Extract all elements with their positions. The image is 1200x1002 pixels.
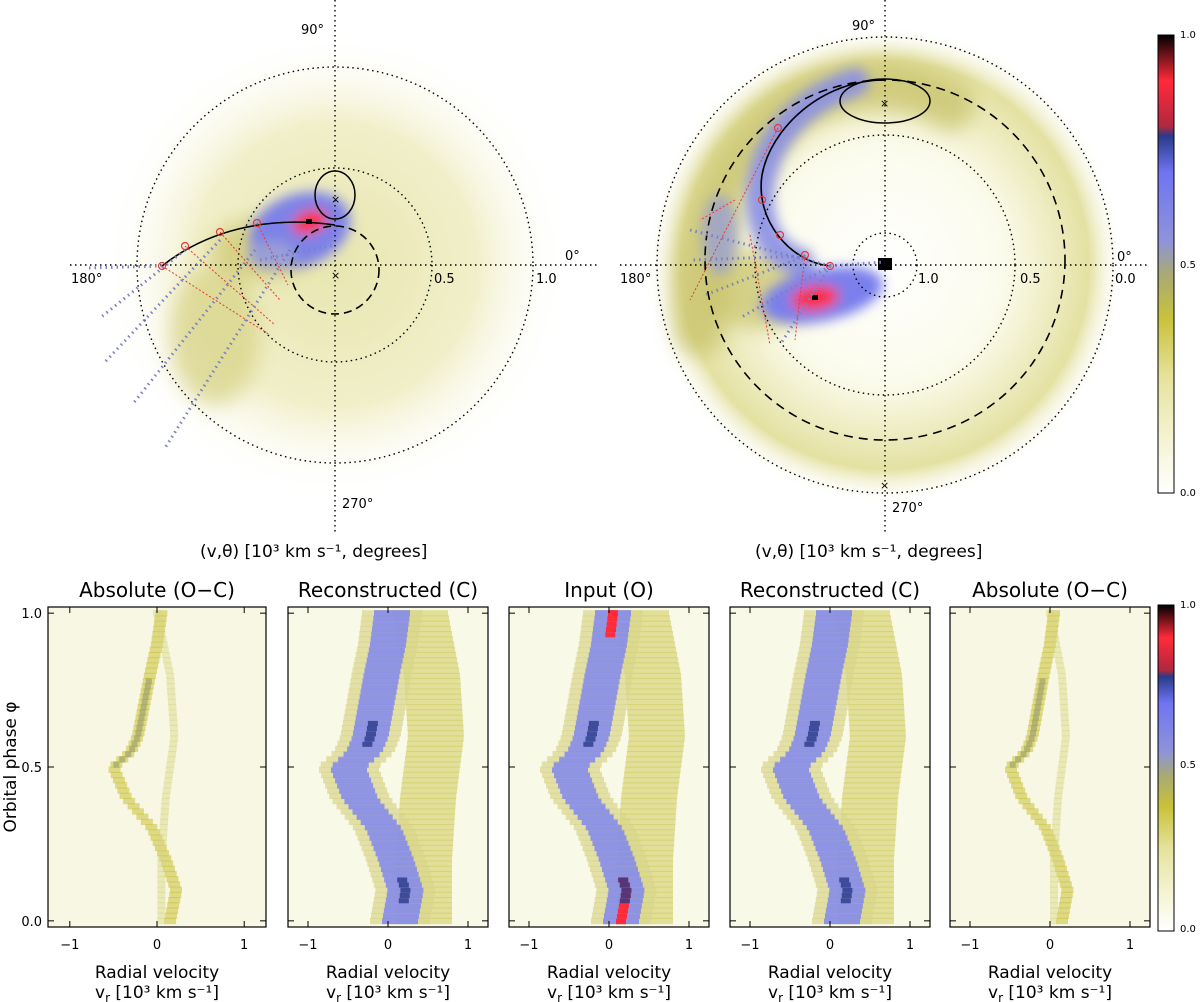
- x-tick-label: −1: [60, 938, 79, 953]
- polar-right-xlabel: (v,θ) [10³ km s⁻¹, degrees]: [755, 542, 982, 562]
- colorbar-top-label-mid: 0.5: [1180, 260, 1196, 271]
- panel-title: Reconstructed (C): [740, 578, 920, 602]
- polar-left-xlabel: (v,θ) [10³ km s⁻¹, degrees]: [200, 542, 427, 562]
- x-tick-label: 1: [464, 938, 472, 953]
- polar-right-stream-curve: [760, 79, 886, 267]
- polar-right-ring-label-05: 0.5: [1020, 272, 1041, 287]
- panel-title: Input (O): [564, 578, 654, 602]
- polar-left-angle-90: 90°: [301, 23, 324, 38]
- colorbar-bottom-label-mid: 0.5: [1180, 760, 1196, 771]
- x-tick-label: −1: [740, 938, 759, 953]
- panel-xlabel: Radial velocity: [988, 963, 1112, 983]
- polar-map-left: × × 90° 180° 270° 0° 0.5 1.0 (v,θ) [10³ …: [70, 0, 600, 562]
- colorbar-bottom-label-max: 1.0: [1180, 600, 1196, 611]
- polar-left-lower-wing: [170, 265, 260, 405]
- polar-map-right: × × 90° 180° 270° 0° 1.0 0.5 0.0 (v,θ) […: [620, 0, 1150, 562]
- polar-right-ring-label-10: 1.0: [918, 272, 939, 287]
- polar-left-ring-inner: [237, 167, 433, 363]
- trailed-ylabel: Orbital phase φ: [1, 701, 21, 832]
- polar-right-ring-outer: [656, 36, 1114, 494]
- panel-xlabel-units: vr [10³ km s⁻¹]: [95, 983, 219, 1002]
- panel-xlabel-units: vr [10³ km s⁻¹]: [547, 983, 671, 1002]
- panel-xlabel: Radial velocity: [768, 963, 892, 983]
- panel-xlabel-units: vr [10³ km s⁻¹]: [768, 983, 892, 1002]
- x-tick-label: 0: [605, 938, 613, 953]
- y-tick-label: 0.0: [21, 915, 42, 930]
- x-tick-label: 0: [153, 938, 161, 953]
- polar-right-center-marker: [878, 258, 892, 270]
- polar-left-dashed-roche: [290, 225, 380, 315]
- polar-right-cross-secondary: ×: [880, 97, 889, 110]
- colorbar-top: 1.0 0.5 0.0: [1157, 30, 1196, 499]
- polar-right-cross-bottom: ×: [880, 479, 889, 492]
- polar-right-secondary-lobe: [839, 78, 931, 124]
- panel-title: Reconstructed (C): [298, 578, 478, 602]
- y-tick-label: 1.0: [21, 607, 42, 622]
- x-tick-label: 0: [1046, 938, 1054, 953]
- polar-left-angle-270: 270°: [342, 497, 373, 512]
- panel-xlabel-units: vr [10³ km s⁻¹]: [988, 983, 1112, 1002]
- y-tick-label: 0.5: [21, 761, 42, 776]
- panel-xlabel: Radial velocity: [326, 963, 450, 983]
- x-tick-label: 0: [384, 938, 392, 953]
- x-tick-label: −1: [519, 938, 538, 953]
- polar-left-secondary-lobe: [314, 170, 356, 220]
- panel-title: Absolute (O−C): [79, 578, 235, 602]
- colorbar-top-label-max: 1.0: [1180, 30, 1196, 41]
- x-tick-label: 1: [906, 938, 914, 953]
- polar-left-angle-180: 180°: [71, 272, 102, 287]
- polar-right-ring-label-00: 0.0: [1115, 272, 1136, 287]
- polar-left-cross-secondary: ×: [331, 193, 340, 206]
- polar-left-marker: [157, 261, 167, 271]
- panel-title: Absolute (O−C): [972, 578, 1128, 602]
- x-tick-label: 0: [826, 938, 834, 953]
- colorbar-bottom: 1.0 0.5 0.0: [1157, 600, 1196, 935]
- polar-right-angle-270: 270°: [892, 501, 923, 516]
- panel-xlabel: Radial velocity: [547, 963, 671, 983]
- panel-xlabel-units: vr [10³ km s⁻¹]: [326, 983, 450, 1002]
- polar-left-cross-primary: ×: [331, 269, 340, 282]
- polar-left-angle-0: 0°: [565, 249, 580, 264]
- polar-left-ring-label-10: 1.0: [536, 272, 557, 287]
- polar-right-angle-180: 180°: [620, 272, 651, 287]
- panel-xlabel: Radial velocity: [95, 963, 219, 983]
- x-tick-label: −1: [960, 938, 979, 953]
- x-tick-label: −1: [298, 938, 317, 953]
- trail-panel-1: −1 0 1 0.0 0.5 1.0 Absolute (O−C) Radial veloci…: [21, 578, 267, 1002]
- polar-right-angle-90: 90°: [852, 19, 875, 34]
- trailed-spectra-panels: −1 0 1 0.0 0.5 1.0 Absolute (O−C) Radial veloci…: [21, 578, 1151, 1002]
- polar-left-ring-label-05: 0.5: [434, 272, 455, 287]
- polar-left-ring-outer: [136, 66, 534, 464]
- polar-left-stream-curve: [161, 221, 336, 267]
- colorbar-bottom-label-min: 0.0: [1180, 924, 1196, 935]
- colorbar-top-label-min: 0.0: [1180, 488, 1196, 499]
- x-tick-label: 1: [685, 938, 693, 953]
- x-tick-label: 1: [1126, 938, 1134, 953]
- polar-right-angle-0: 0°: [1117, 250, 1132, 265]
- polar-right-marker: [773, 123, 783, 133]
- x-tick-label: 1: [240, 938, 248, 953]
